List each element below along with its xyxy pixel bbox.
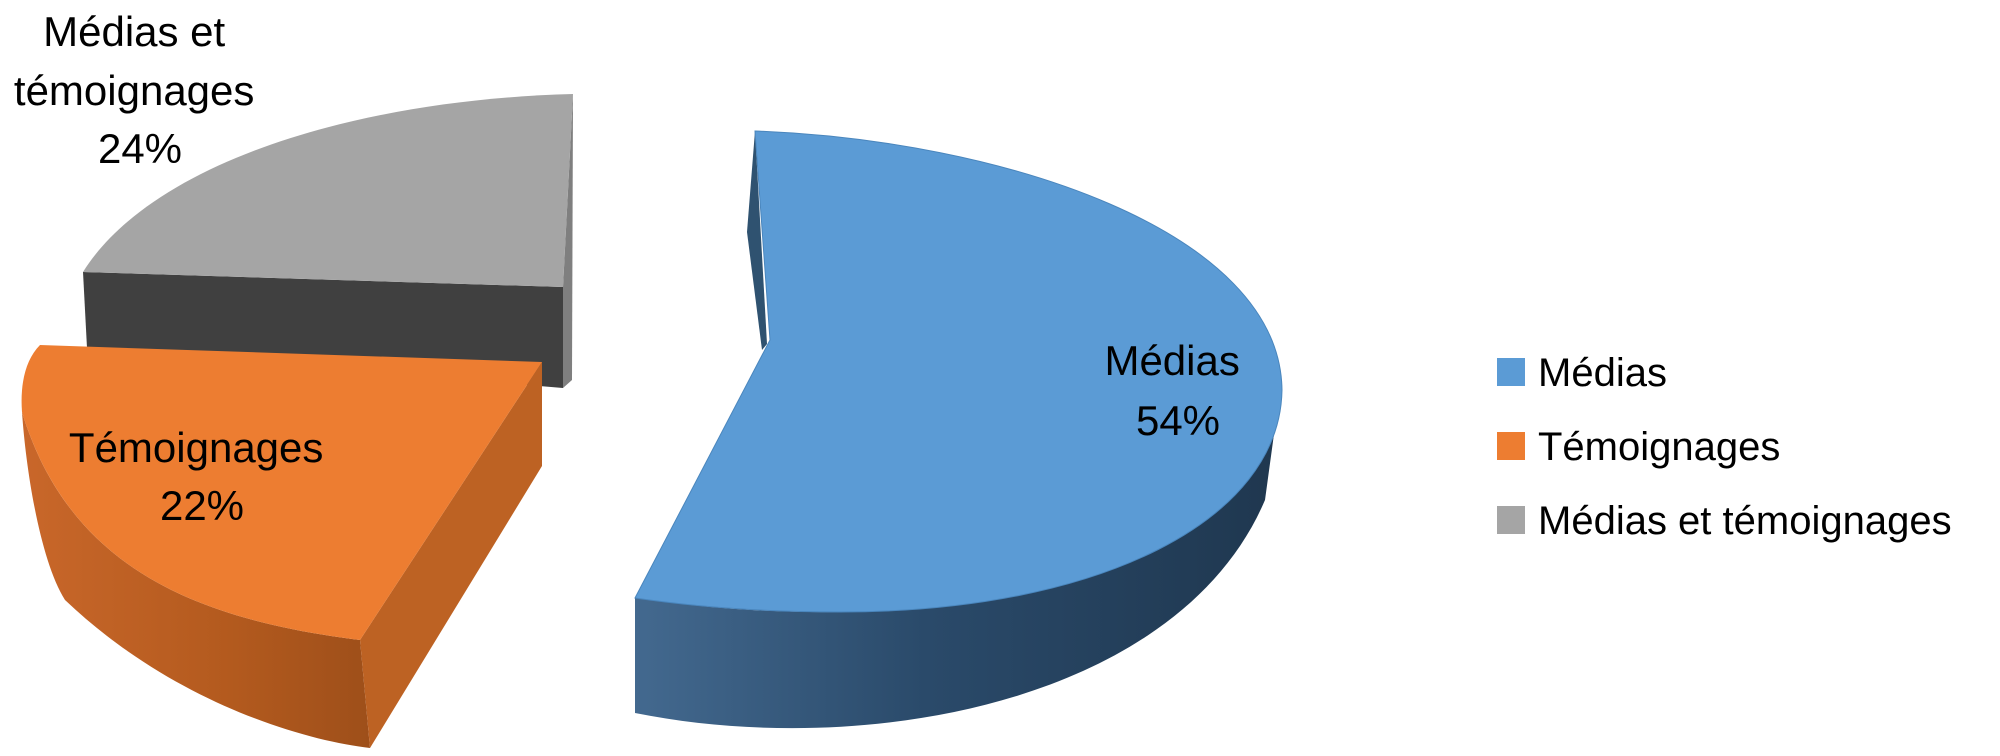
legend: Médias Témoignages Médias et témoignages [1497, 351, 1952, 543]
legend-label-temoignages: Témoignages [1538, 425, 1780, 469]
slice-medias [634, 130, 1283, 729]
data-label-medias-name: Médias [1104, 337, 1239, 384]
slice-temoignages [21, 345, 543, 748]
legend-swatch-medias [1497, 358, 1525, 386]
slice-medias-inner-edge [747, 131, 767, 350]
data-label-temoignages: Témoignages 22% [69, 424, 335, 529]
legend-label-medias: Médias [1538, 351, 1667, 395]
data-label-temoignages-value: 22% [160, 482, 244, 529]
slice-temoignages-cut-side [360, 362, 542, 748]
data-label-medias-et-temoignages: Médias et témoignages 24% [14, 8, 266, 172]
data-label-medias-et-temoignages-line1: Médias et [43, 8, 225, 55]
slice-temoignages-top [21, 345, 543, 640]
data-label-medias-et-temoignages-line2: témoignages [14, 67, 255, 114]
slice-medias-et-temoignages-right-edge [563, 94, 573, 388]
slice-medias-top [634, 130, 1283, 613]
legend-swatch-temoignages [1497, 432, 1525, 460]
legend-swatch-medias-et-temoignages [1497, 506, 1525, 534]
data-label-medias-value: 54% [1136, 397, 1220, 444]
slice-medias-et-temoignages-top [83, 94, 573, 287]
slice-temoignages-side [22, 412, 370, 748]
data-label-temoignages-name: Témoignages [69, 424, 323, 471]
data-label-medias-et-temoignages-value: 24% [98, 125, 182, 172]
legend-label-medias-et-temoignages: Médias et témoignages [1538, 499, 1952, 543]
data-label-medias: Médias 54% [1104, 337, 1251, 444]
slice-medias-side [635, 390, 1280, 729]
